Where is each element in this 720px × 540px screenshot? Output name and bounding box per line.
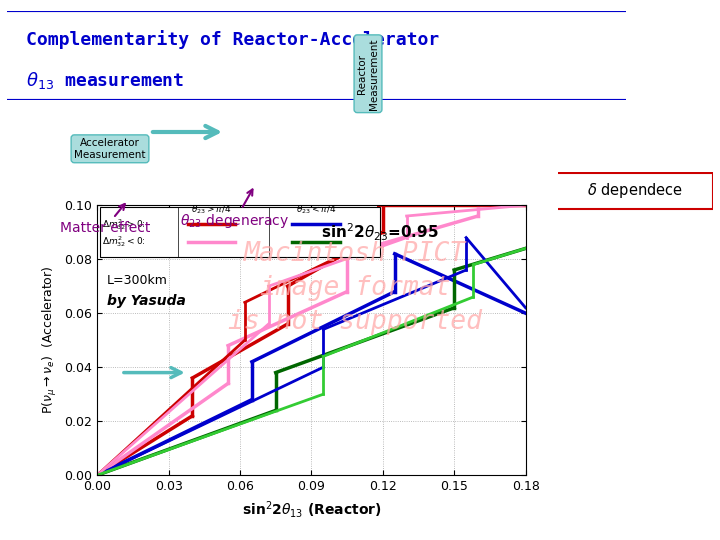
Text: $\Delta m^2_{32}<0$:: $\Delta m^2_{32}<0$: (102, 234, 145, 249)
FancyBboxPatch shape (557, 173, 713, 210)
Text: $\delta$ dependece: $\delta$ dependece (588, 181, 683, 200)
Text: $\theta_{23}>\pi/4$: $\theta_{23}>\pi/4$ (192, 204, 232, 216)
Text: Complementarity of Reactor-Accelerator: Complementarity of Reactor-Accelerator (26, 30, 439, 49)
Text: $\theta_{13}$ measurement: $\theta_{13}$ measurement (26, 70, 184, 91)
Text: sin$^2$2$\theta_{23}$=0.95: sin$^2$2$\theta_{23}$=0.95 (321, 221, 439, 242)
Text: Accelerator
Measurement: Accelerator Measurement (74, 138, 145, 160)
Text: Matter effect: Matter effect (60, 204, 150, 235)
Text: L=300km: L=300km (107, 273, 168, 287)
FancyBboxPatch shape (99, 206, 380, 256)
Text: Reactor
Measurement: Reactor Measurement (357, 38, 379, 110)
X-axis label: sin$^2$2$\theta_{13}$ (Reactor): sin$^2$2$\theta_{13}$ (Reactor) (242, 498, 381, 519)
Text: by Yasuda: by Yasuda (107, 294, 186, 308)
Text: $\theta_{23}<\pi/4$: $\theta_{23}<\pi/4$ (296, 204, 336, 216)
Text: $\theta_{23}$ degeneracy: $\theta_{23}$ degeneracy (180, 190, 289, 230)
FancyBboxPatch shape (1, 10, 633, 101)
Text: Macintosh PICT
image format
is not supported: Macintosh PICT image format is not suppo… (228, 241, 482, 335)
Y-axis label: P($\nu_\mu \rightarrow \nu_e$)  (Accelerator): P($\nu_\mu \rightarrow \nu_e$) (Accelera… (41, 266, 59, 415)
Text: $\Delta m^2_{32}>0$:: $\Delta m^2_{32}>0$: (102, 217, 145, 232)
